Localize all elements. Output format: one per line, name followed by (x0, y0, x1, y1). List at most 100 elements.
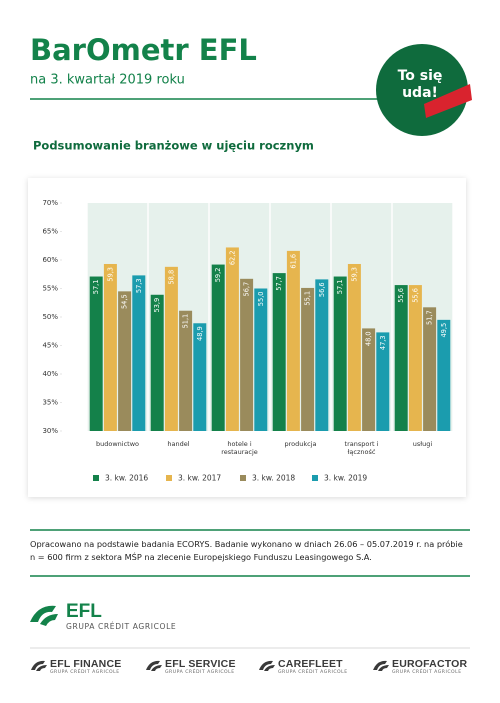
value-label: 53,9 (153, 298, 161, 313)
bar (164, 266, 178, 431)
badge-text: uda! (402, 85, 438, 101)
value-label: 56,7 (243, 282, 251, 297)
bar (225, 247, 239, 431)
note: Opracowano na podstawie badania ECORYS. … (30, 539, 463, 562)
value-label: 49,5 (440, 323, 448, 338)
y-tick-label: 45% (42, 342, 58, 350)
value-label: 57,1 (336, 280, 344, 295)
brand-icon (146, 660, 162, 671)
bar (240, 278, 254, 431)
bar (103, 263, 117, 431)
legend-marker (93, 475, 99, 481)
x-tick-label: budownictwo (95, 440, 139, 448)
x-tick-label: usługi (412, 440, 433, 448)
bar (394, 285, 408, 431)
bar (423, 307, 437, 431)
value-label: 59,3 (350, 267, 358, 282)
bar (193, 323, 207, 431)
y-tick-label: 50% (42, 313, 58, 321)
legend-label: 3. kw. 2019 (324, 474, 367, 483)
brand: EFL SERVICE GRUPA CRÉDIT AGRICOLE (145, 658, 255, 675)
value-label: 48,0 (365, 331, 373, 346)
bar (150, 294, 164, 431)
brand-group: GRUPA CRÉDIT AGRICOLE (50, 670, 120, 675)
value-label: 54,5 (121, 294, 129, 309)
chart-title: Podsumowanie branżowe w ujęciu rocznym (33, 139, 314, 153)
x-tick-label: handel (167, 440, 190, 448)
value-label: 55,6 (411, 288, 419, 303)
bar (376, 332, 390, 431)
value-label: 57,7 (275, 276, 283, 291)
y-tick-label: 30% (42, 427, 58, 435)
legend-label: 3. kw. 2018 (252, 474, 295, 483)
value-label: 48,9 (196, 326, 204, 341)
badge-ribbon (424, 84, 472, 118)
value-label: 62,2 (228, 250, 236, 265)
bar (179, 310, 193, 431)
y-tick-label: 70% (42, 199, 58, 207)
x-tick-label: produkcja (284, 440, 317, 448)
legend-marker (166, 475, 172, 481)
value-label: 59,2 (214, 268, 222, 283)
bar (118, 291, 132, 431)
value-label: 58,8 (167, 270, 175, 285)
logo-icon (30, 605, 56, 622)
brand-name: EUROFACTOR (392, 658, 468, 670)
brand-icon (31, 660, 47, 671)
plot: 30% 35% 40% 45% 50% 55% 60% 65% 70% 57,1 59,3 54,5 5… (42, 199, 453, 483)
bar (437, 319, 451, 431)
y-tick-label: 40% (42, 370, 58, 378)
brand: EUROFACTOR GRUPA CRÉDIT AGRICOLE (372, 658, 482, 675)
bar (286, 250, 300, 431)
logo-icon (40, 614, 58, 626)
value-label: 56,6 (318, 282, 326, 297)
bar (408, 285, 422, 431)
bar (132, 275, 146, 431)
brand: EFL FINANCE GRUPA CRÉDIT AGRICOLE (30, 658, 140, 675)
brand-name: CAREFLEET (278, 658, 343, 670)
title: BarOmetr EFL (30, 33, 257, 67)
value-label: 57,3 (135, 278, 143, 293)
x-tick-label: transport i łączność (344, 440, 379, 456)
brand-name: EFL FINANCE (50, 658, 122, 670)
value-label: 55,6 (397, 288, 405, 303)
y-tick-label: 35% (42, 399, 58, 407)
legend-marker (312, 475, 318, 481)
badge (376, 44, 468, 136)
legend-label: 3. kw. 2016 (105, 474, 148, 483)
brand-group: GRUPA CRÉDIT AGRICOLE (392, 670, 462, 675)
legend-marker (240, 475, 246, 481)
brand-group: GRUPA CRÉDIT AGRICOLE (165, 670, 235, 675)
value-label: 55,0 (257, 292, 265, 307)
bar (254, 288, 268, 431)
brand-icon (259, 660, 275, 671)
bar (89, 276, 103, 431)
brand: CAREFLEET GRUPA CRÉDIT AGRICOLE (258, 658, 368, 675)
bar (211, 264, 225, 431)
logo-group: GRUPA CRÉDIT AGRICOLE (66, 622, 176, 631)
badge-text: To się (398, 68, 443, 84)
y-tick-label: 60% (42, 256, 58, 264)
bar (301, 287, 315, 431)
subtitle: na 3. kwartał 2019 roku (30, 73, 185, 88)
brand-group: GRUPA CRÉDIT AGRICOLE (278, 670, 348, 675)
brand-icon (373, 660, 389, 671)
logo-name: EFL (66, 601, 102, 622)
value-label: 51,7 (426, 310, 434, 325)
brand-name: EFL SERVICE (165, 658, 236, 670)
value-label: 47,3 (379, 335, 387, 350)
value-label: 51,1 (182, 314, 190, 329)
bar (272, 273, 286, 431)
y-tick-label: 55% (42, 285, 58, 293)
value-label: 61,6 (289, 254, 297, 269)
bar (333, 276, 347, 431)
value-label: 57,1 (92, 280, 100, 295)
value-label: 55,1 (304, 291, 312, 306)
bar (347, 263, 361, 431)
y-tick-label: 65% (42, 228, 58, 236)
x-tick-label: hotele i restauracje (221, 440, 258, 456)
bar (315, 279, 329, 431)
legend-label: 3. kw. 2017 (178, 474, 221, 483)
